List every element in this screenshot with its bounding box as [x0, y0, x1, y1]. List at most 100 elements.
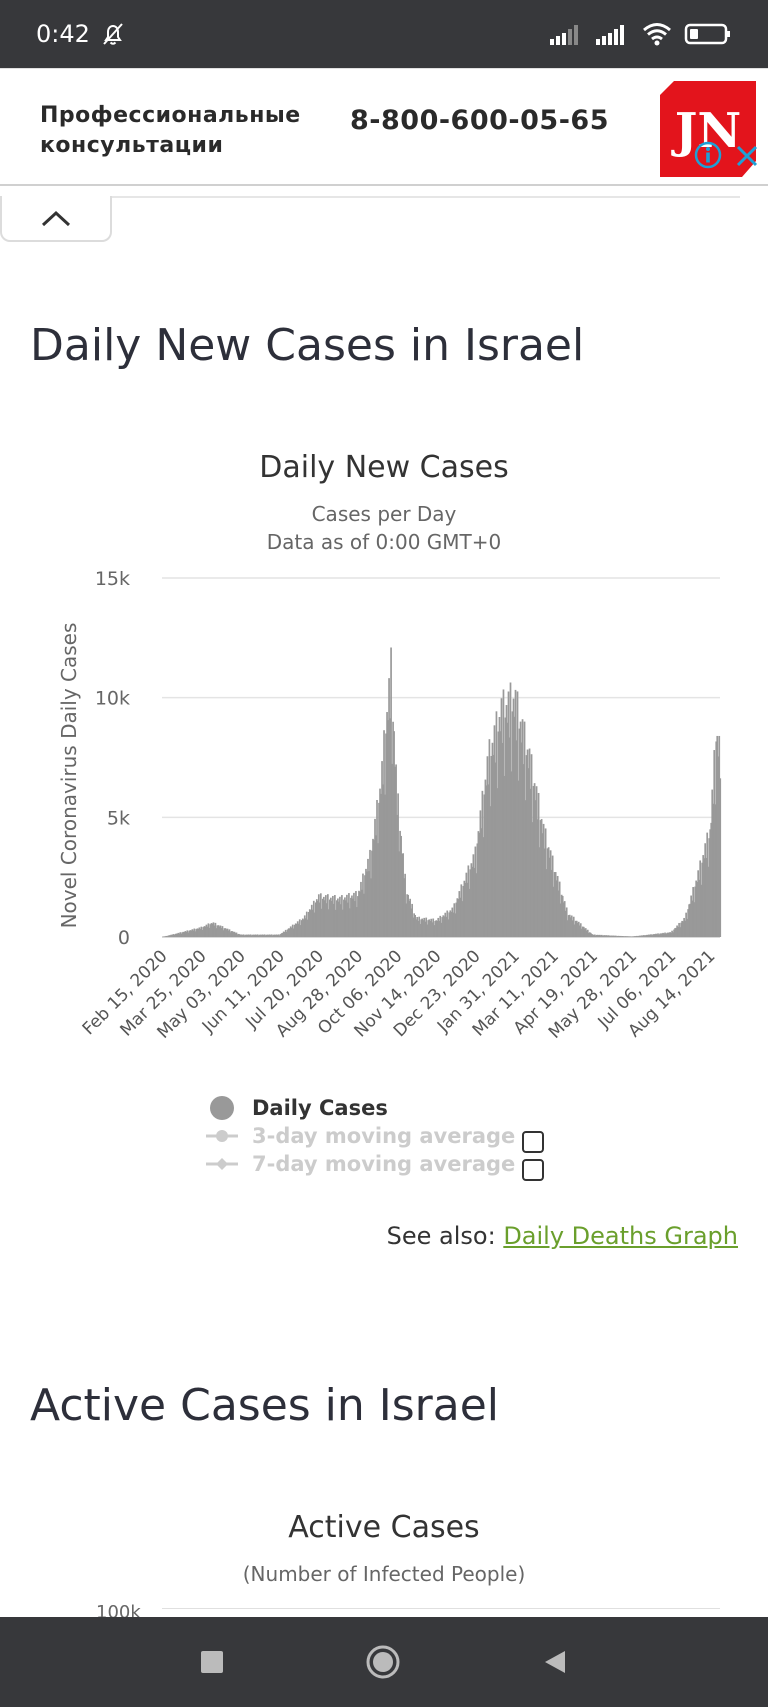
bar: [357, 896, 359, 937]
collapse-ad-button[interactable]: [0, 196, 112, 242]
bar: [488, 739, 491, 937]
bar: [669, 932, 671, 937]
bar: [471, 866, 474, 937]
back-triangle-icon[interactable]: [541, 1648, 569, 1676]
bar: [521, 719, 524, 937]
bar: [524, 800, 527, 937]
bar: [583, 928, 586, 937]
bar: [601, 935, 604, 937]
bar: [188, 930, 191, 937]
bar: [245, 934, 248, 937]
bar: [375, 835, 377, 937]
active-chart-title: Active Cases: [288, 1510, 480, 1545]
bar: [467, 865, 470, 937]
y-tick-label: 5k: [107, 807, 130, 829]
section-title-active-cases: Active Cases in Israel: [30, 1380, 500, 1431]
bar: [259, 934, 262, 937]
bar: [267, 934, 270, 937]
bar: [314, 902, 317, 937]
chevron-up-icon: [41, 210, 71, 227]
legend-item-daily-cases[interactable]: Daily Cases: [206, 1094, 566, 1122]
chart-subtitle-2: Data as of 0:00 GMT+0: [266, 530, 502, 554]
bar: [329, 899, 331, 937]
info-icon[interactable]: [694, 141, 722, 169]
bar: [452, 912, 455, 937]
bar: [589, 932, 592, 937]
bar: [545, 869, 548, 937]
bar: [335, 909, 337, 937]
bar: [243, 935, 246, 937]
bar: [659, 933, 661, 937]
bar: [468, 888, 471, 937]
bar: [629, 936, 631, 937]
bar: [502, 689, 505, 937]
close-icon[interactable]: [734, 143, 760, 169]
ad-text[interactable]: Профессиональные консультации: [40, 101, 340, 161]
bar: [216, 925, 219, 937]
bar: [474, 846, 477, 937]
bar: [651, 935, 653, 937]
ad-banner[interactable]: Профессиональные консультации 8-800-600-…: [0, 68, 768, 186]
legend-line-dot-icon: [206, 1122, 242, 1150]
bar: [542, 823, 545, 937]
bar: [306, 919, 309, 937]
bar: [679, 927, 681, 937]
bar: [344, 897, 346, 937]
bar: [718, 735, 721, 937]
bar: [665, 934, 667, 937]
bar: [587, 932, 590, 937]
bar: [466, 882, 469, 937]
bar: [546, 848, 549, 937]
legend-item-7day[interactable]: 7-day moving average: [206, 1150, 566, 1178]
bar: [550, 869, 553, 937]
bar: [186, 930, 189, 937]
bar: [166, 936, 169, 937]
bar: [626, 936, 628, 937]
bar: [279, 934, 282, 937]
bar: [174, 933, 177, 937]
ad-logo[interactable]: JN: [660, 81, 756, 177]
bar: [445, 916, 448, 937]
bar: [706, 832, 709, 937]
bar: [588, 932, 591, 937]
bar: [362, 873, 364, 937]
y-tick-label: 15k: [95, 568, 130, 590]
daily-deaths-link[interactable]: Daily Deaths Graph: [503, 1222, 738, 1250]
bar: [199, 929, 202, 937]
circle-home-icon[interactable]: [365, 1644, 401, 1680]
bar: [260, 934, 263, 937]
bar: [437, 917, 440, 937]
legend-label: Daily Cases: [252, 1096, 388, 1120]
bar: [340, 904, 342, 937]
bar: [512, 698, 515, 937]
bar: [612, 935, 614, 937]
ad-phone[interactable]: 8-800-600-05-65: [350, 105, 609, 136]
bar: [714, 804, 717, 937]
checkbox-3day[interactable]: [522, 1131, 544, 1153]
bar: [464, 882, 467, 937]
bar: [387, 720, 389, 937]
bar: [352, 898, 354, 937]
bar: [302, 919, 305, 937]
bar: [224, 928, 227, 937]
bar: [696, 881, 699, 937]
bar: [481, 790, 484, 937]
bar: [556, 875, 559, 937]
bar: [290, 927, 293, 937]
bar: [482, 837, 485, 937]
square-icon[interactable]: [199, 1649, 225, 1675]
bar: [339, 896, 341, 937]
bar: [638, 935, 640, 937]
bar: [473, 867, 476, 937]
bar: [602, 935, 605, 937]
bar: [295, 923, 298, 937]
legend-item-3day[interactable]: 3-day moving average: [206, 1122, 566, 1150]
bar: [439, 915, 442, 937]
bar: [177, 932, 180, 937]
bar: [443, 916, 446, 937]
bar: [239, 934, 242, 937]
bar: [698, 879, 701, 937]
bar: [373, 840, 375, 937]
checkbox-7day[interactable]: [522, 1159, 544, 1181]
